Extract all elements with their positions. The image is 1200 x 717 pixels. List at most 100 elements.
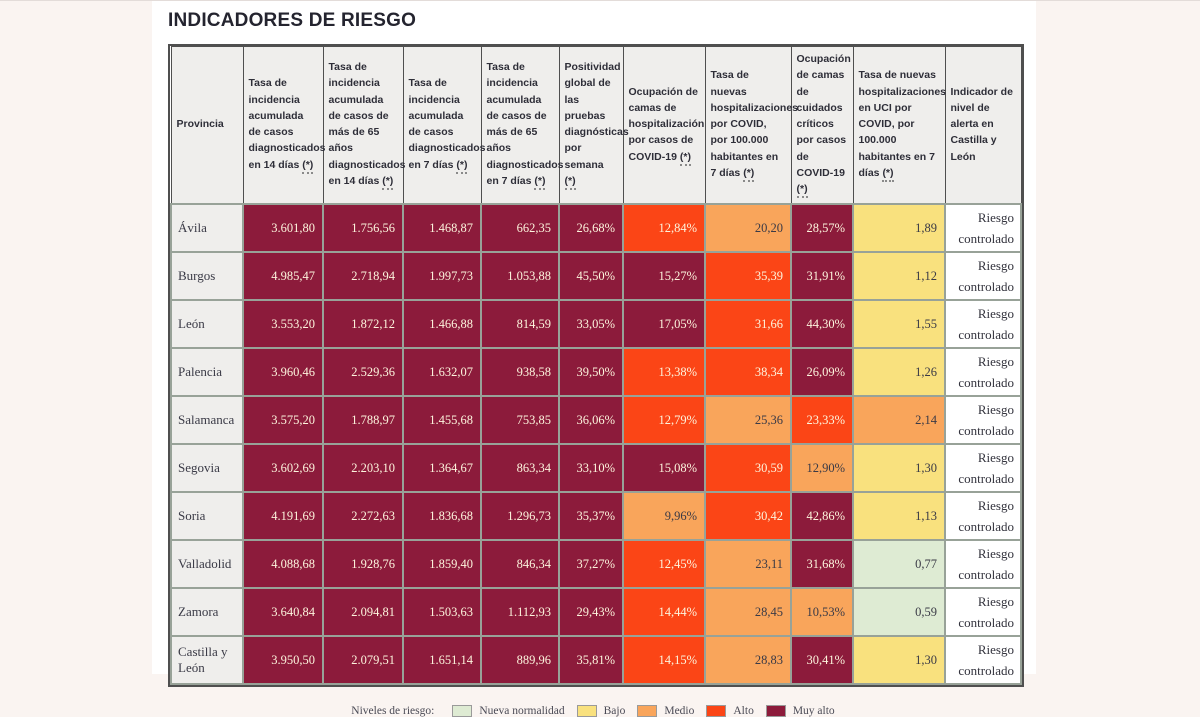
legend-label: Muy alto xyxy=(792,705,835,717)
metric-cell: 1.836,68 xyxy=(402,491,482,542)
column-header-incidencia-7d: Tasa de incidencia acumulada de casos di… xyxy=(402,46,486,205)
alert-level-cell: Riesgo controlado xyxy=(944,347,1022,398)
province-cell: Zamora xyxy=(170,587,244,638)
metric-cell: 3.960,46 xyxy=(242,347,324,398)
metric-cell: 28,45 xyxy=(704,587,792,638)
legend-title: Niveles de riesgo: xyxy=(351,705,435,717)
metric-cell: 753,85 xyxy=(480,395,560,446)
alert-level-cell: Riesgo controlado xyxy=(944,635,1022,686)
legend-swatch-muy_alto xyxy=(765,705,786,717)
metric-cell: 35,39 xyxy=(704,251,792,302)
metric-cell: 846,34 xyxy=(480,539,560,590)
column-header-ocupacion-criticos: Ocupación de camas de cuidados críticos … xyxy=(790,46,854,205)
column-header-incidencia-65-14d: Tasa de incidencia acumulada de casos de… xyxy=(322,46,406,205)
metric-cell: 4.088,68 xyxy=(242,539,324,590)
tooltip-marker[interactable]: (*) xyxy=(564,174,576,190)
metric-cell: 662,35 xyxy=(480,203,560,254)
risk-indicators-table: Provincia Tasa de incidencia acumulada d… xyxy=(170,46,1022,686)
column-header-nuevas-hospitalizaciones: Tasa de nuevas hospitalizaciones por COV… xyxy=(704,46,798,205)
legend-item: Nueva normalidad xyxy=(452,705,565,717)
metric-cell: 1.859,40 xyxy=(402,539,482,590)
metric-cell: 2.718,94 xyxy=(322,251,404,302)
metric-cell: 17,05% xyxy=(622,299,706,350)
column-header-provincia: Provincia xyxy=(170,46,244,205)
risk-indicators-table-frame: Provincia Tasa de incidencia acumulada d… xyxy=(168,44,1024,688)
column-header-positividad: Positividad global de las pruebas diagnó… xyxy=(558,46,629,205)
metric-cell: 12,90% xyxy=(790,443,854,494)
legend-items: Nueva normalidad Bajo Medio Alto Muy alto xyxy=(440,705,835,717)
metric-cell: 814,59 xyxy=(480,299,560,350)
metric-cell: 3.601,80 xyxy=(242,203,324,254)
alert-level-cell: Riesgo controlado xyxy=(944,491,1022,542)
province-cell: Segovia xyxy=(170,443,244,494)
metric-cell: 25,36 xyxy=(704,395,792,446)
tooltip-marker[interactable]: (*) xyxy=(382,174,394,190)
metric-cell: 1,26 xyxy=(852,347,946,398)
legend-swatch-alto xyxy=(706,705,727,717)
metric-cell: 30,41% xyxy=(790,635,854,686)
metric-cell: 29,43% xyxy=(558,587,624,638)
metric-cell: 35,37% xyxy=(558,491,624,542)
alert-level-cell: Riesgo controlado xyxy=(944,539,1022,590)
tooltip-marker[interactable]: (*) xyxy=(796,183,808,199)
metric-cell: 1.651,14 xyxy=(402,635,482,686)
metric-cell: 31,91% xyxy=(790,251,854,302)
metric-cell: 1,55 xyxy=(852,299,946,350)
metric-cell: 1.053,88 xyxy=(480,251,560,302)
metric-cell: 42,86% xyxy=(790,491,854,542)
table-row: Zamora 3.640,84 2.094,81 1.503,63 1.112,93 29… xyxy=(170,587,1022,638)
metric-cell: 4.985,47 xyxy=(242,251,324,302)
metric-cell: 45,50% xyxy=(558,251,624,302)
legend-swatch-nueva_normalidad xyxy=(452,705,473,717)
metric-cell: 1.455,68 xyxy=(402,395,482,446)
tooltip-marker[interactable]: (*) xyxy=(882,166,894,182)
alert-level-cell: Riesgo controlado xyxy=(944,203,1022,254)
metric-cell: 15,27% xyxy=(622,251,706,302)
metric-cell: 4.191,69 xyxy=(242,491,324,542)
province-cell: Castilla y León xyxy=(170,635,244,686)
metric-cell: 1.468,87 xyxy=(402,203,482,254)
metric-cell: 1,89 xyxy=(852,203,946,254)
tooltip-marker[interactable]: (*) xyxy=(302,158,314,174)
metric-cell: 3.602,69 xyxy=(242,443,324,494)
tooltip-marker[interactable]: (*) xyxy=(534,174,546,190)
province-cell: León xyxy=(170,299,244,350)
metric-cell: 26,09% xyxy=(790,347,854,398)
metric-cell: 2.203,10 xyxy=(322,443,404,494)
metric-cell: 938,58 xyxy=(480,347,560,398)
table-body: Ávila 3.601,80 1.756,56 1.468,87 662,35 26,68… xyxy=(170,203,1022,686)
table-row: Castilla y León 3.950,50 2.079,51 1.651,14 8… xyxy=(170,635,1022,686)
alert-level-cell: Riesgo controlado xyxy=(944,299,1022,350)
metric-cell: 38,34 xyxy=(704,347,792,398)
column-header-nuevas-uci: Tasa de nuevas hospitalizaciones en UCI … xyxy=(852,46,946,205)
metric-cell: 2,14 xyxy=(852,395,946,446)
tooltip-marker[interactable]: (*) xyxy=(679,150,691,166)
metric-cell: 36,06% xyxy=(558,395,624,446)
legend-label: Nueva normalidad xyxy=(479,705,565,717)
metric-cell: 1.466,88 xyxy=(402,299,482,350)
metric-cell: 1,13 xyxy=(852,491,946,542)
tooltip-marker[interactable]: (*) xyxy=(456,158,468,174)
table-row: Ávila 3.601,80 1.756,56 1.468,87 662,35 26,68… xyxy=(170,203,1022,254)
risk-levels-legend: Niveles de riesgo: Nueva normalidad Bajo M… xyxy=(168,705,1018,717)
metric-cell: 39,50% xyxy=(558,347,624,398)
table-row: Palencia 3.960,46 2.529,36 1.632,07 938,58 39… xyxy=(170,347,1022,398)
metric-cell: 28,83 xyxy=(704,635,792,686)
column-header-incidencia-14d: Tasa de incidencia acumulada de casos di… xyxy=(242,46,326,205)
province-cell: Soria xyxy=(170,491,244,542)
province-cell: Burgos xyxy=(170,251,244,302)
metric-cell: 2.079,51 xyxy=(322,635,404,686)
header-row: Provincia Tasa de incidencia acumulada d… xyxy=(170,46,1022,205)
metric-cell: 28,57% xyxy=(790,203,854,254)
table-row: Burgos 4.985,47 2.718,94 1.997,73 1.053,88 45… xyxy=(170,251,1022,302)
metric-cell: 2.529,36 xyxy=(322,347,404,398)
legend-item: Alto xyxy=(706,705,754,717)
metric-cell: 20,20 xyxy=(704,203,792,254)
table-row: Valladolid 4.088,68 1.928,76 1.859,40 846,34… xyxy=(170,539,1022,590)
main-content: INDICADORES DE RIESGO Provincia Tasa de … xyxy=(152,1,1036,717)
metric-cell: 863,34 xyxy=(480,443,560,494)
legend-label: Alto xyxy=(733,705,754,717)
metric-cell: 3.640,84 xyxy=(242,587,324,638)
province-cell: Valladolid xyxy=(170,539,244,590)
tooltip-marker[interactable]: (*) xyxy=(743,166,755,182)
